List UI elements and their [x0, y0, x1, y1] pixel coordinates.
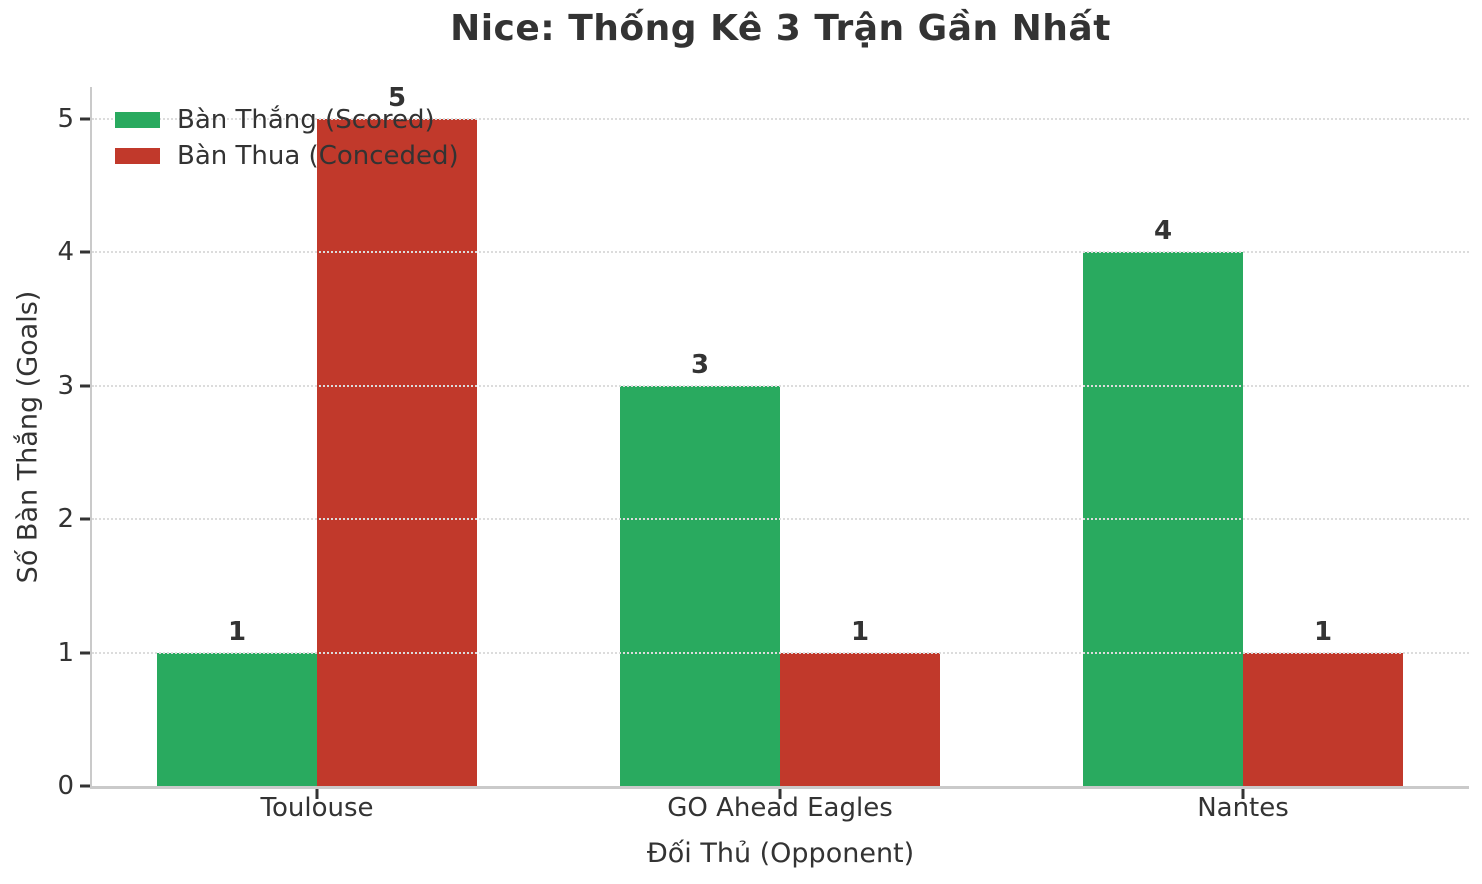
gridline-y2 [92, 518, 1469, 521]
bar-value-series0-cat0: 1 [227, 616, 247, 647]
x-tick-label-2: Nantes [1197, 793, 1289, 823]
bar-value-series1-cat1: 1 [850, 616, 870, 647]
plot-area: Bàn Thắng (Scored) Bàn Thua (Conceded) 0… [57, 83, 1469, 823]
y-tick-2 [80, 517, 90, 521]
y-tick-3 [80, 384, 90, 388]
gridline-y5 [92, 118, 1469, 120]
bar-value-series1-cat0: 5 [387, 83, 407, 113]
y-tick-label-5: 5 [57, 104, 74, 134]
legend-item-scored: Bàn Thắng (Scored) [115, 102, 459, 138]
y-tick-label-4: 4 [57, 237, 74, 268]
legend: Bàn Thắng (Scored) Bàn Thua (Conceded) [115, 102, 459, 174]
x-tick-0 [315, 789, 319, 799]
x-tick-1 [778, 789, 782, 799]
y-tick-5 [80, 117, 90, 121]
y-tick-label-1: 1 [57, 637, 74, 668]
gridline-y3 [92, 384, 1469, 387]
x-axis-spine [90, 786, 1469, 789]
chart-title: Nice: Thống Kê 3 Trận Gần Nhất [450, 8, 1111, 49]
y-axis-spine [90, 87, 92, 786]
gridline-y4 [92, 251, 1469, 254]
y-axis-title: Số Bàn Thắng (Goals) [12, 290, 44, 584]
x-axis-title: Đối Thủ (Opponent) [646, 838, 915, 869]
y-tick-label-3: 3 [57, 370, 74, 401]
bar-series0-cat1 [620, 385, 780, 786]
y-tick-0 [80, 784, 90, 788]
x-tick-2 [1241, 789, 1245, 799]
bar-value-series0-cat2: 4 [1153, 216, 1173, 247]
y-tick-4 [80, 250, 90, 254]
legend-label-conceded: Bàn Thua (Conceded) [177, 141, 459, 171]
y-tick-label-2: 2 [57, 504, 74, 535]
legend-swatch-conceded [115, 148, 160, 164]
bar-value-series1-cat2: 1 [1313, 616, 1333, 647]
gridline-y1 [92, 651, 1469, 654]
bar-series0-cat0 [157, 652, 317, 786]
x-tick-label-0: Toulouse [260, 793, 374, 823]
legend-item-conceded: Bàn Thua (Conceded) [115, 138, 459, 174]
legend-swatch-scored [115, 112, 160, 128]
bar-series1-cat1 [780, 652, 940, 786]
bar-value-series0-cat1: 3 [690, 349, 710, 380]
y-tick-1 [80, 651, 90, 655]
bar-series1-cat2 [1243, 652, 1403, 786]
x-tick-label-1: GO Ahead Eagles [667, 793, 893, 823]
legend-label-scored: Bàn Thắng (Scored) [177, 105, 435, 135]
bar-series1-cat0 [317, 119, 477, 786]
y-tick-label-0: 0 [57, 771, 74, 801]
